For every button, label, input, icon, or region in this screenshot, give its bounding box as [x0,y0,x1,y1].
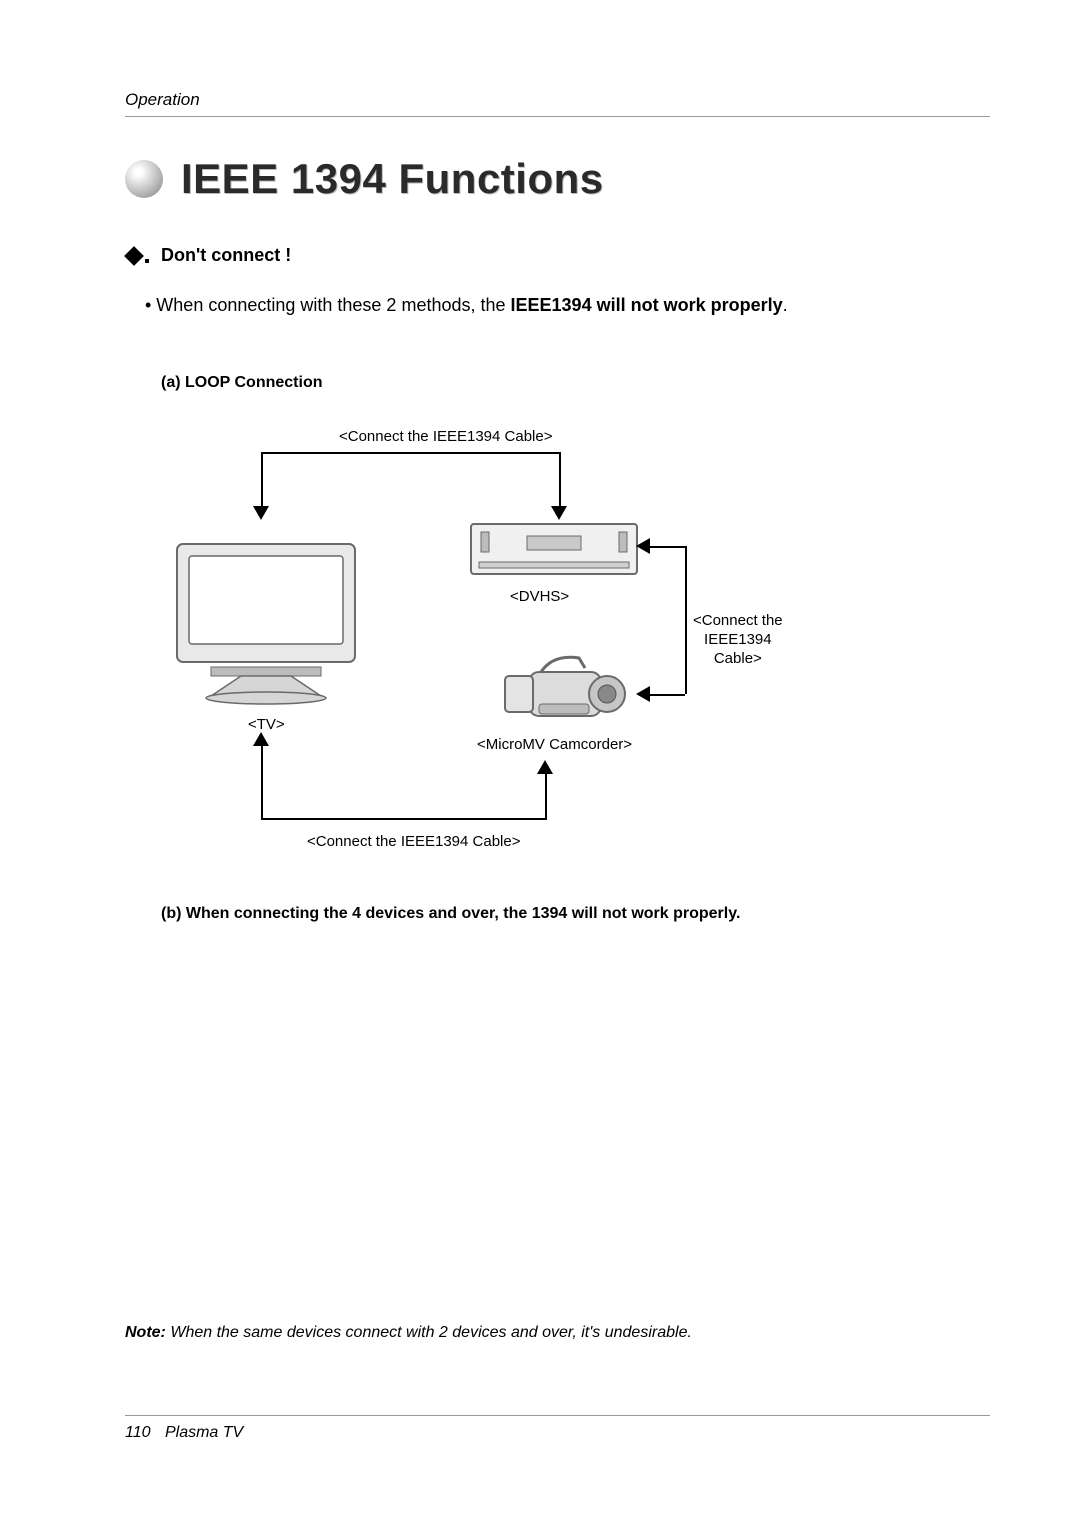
caption-bottom: <Connect the IEEE1394 Cable> [307,833,521,850]
connector-line [261,452,263,508]
caption-right-l3: Cable> [714,650,762,667]
warning-heading: Don't connect ! [161,245,291,266]
connector-line [261,744,263,818]
warning-suffix: . [783,295,788,315]
section-a-title: (a) LOOP Connection [161,374,990,392]
connector-line [261,452,561,454]
connector-line [649,546,685,548]
footer: 110 Plasma TV [125,1424,243,1442]
loop-diagram: <Connect the IEEE1394 Cable> [161,428,881,858]
title-row: IEEE 1394 Functions [125,155,990,203]
note-label: Note: [125,1324,166,1341]
arrow-up-icon [537,760,553,774]
header-rule [125,116,990,117]
section-header: Operation [125,90,990,110]
arrow-down-icon [551,506,567,520]
section-b-text: (b) When connecting the 4 devices and ov… [161,902,990,926]
arrow-left-icon [636,686,650,702]
tv-icon [171,538,361,708]
arrow-left-icon [636,538,650,554]
note-line: Note: When the same devices connect with… [125,1324,692,1342]
page-number: 110 [125,1424,151,1441]
label-camcorder: <MicroMV Camcorder> [477,736,632,753]
page-title: IEEE 1394 Functions [181,155,604,203]
manual-page: Operation IEEE 1394 Functions Don't conn… [0,0,1080,1528]
arrow-down-icon [253,506,269,520]
label-tv: <TV> [248,716,285,733]
product-name: Plasma TV [165,1424,243,1441]
warning-heading-row: Don't connect ! [125,245,990,266]
camcorder-icon [499,646,629,730]
caption-right-l2: IEEE1394 [704,631,772,648]
connector-line [685,546,687,694]
caption-right-l1: <Connect the [693,612,783,629]
footer-rule [125,1415,990,1416]
connector-line [649,694,685,696]
dvhs-icon [469,522,639,582]
warning-body: • When connecting with these 2 methods, … [145,292,990,318]
warning-prefix: • When connecting with these 2 methods, … [145,295,511,315]
warning-bold: IEEE1394 will not work properly [511,295,783,315]
small-square-icon [145,259,149,263]
sphere-icon [125,160,163,198]
caption-right: <Connect the IEEE1394 Cable> [693,612,783,668]
connector-line [545,772,547,818]
connector-line [261,818,547,820]
note-body: When the same devices connect with 2 dev… [170,1324,692,1341]
caption-top: <Connect the IEEE1394 Cable> [339,428,553,445]
label-dvhs: <DVHS> [510,588,569,605]
connector-line [559,452,561,508]
arrow-up-icon [253,732,269,746]
diamond-icon [124,246,144,266]
